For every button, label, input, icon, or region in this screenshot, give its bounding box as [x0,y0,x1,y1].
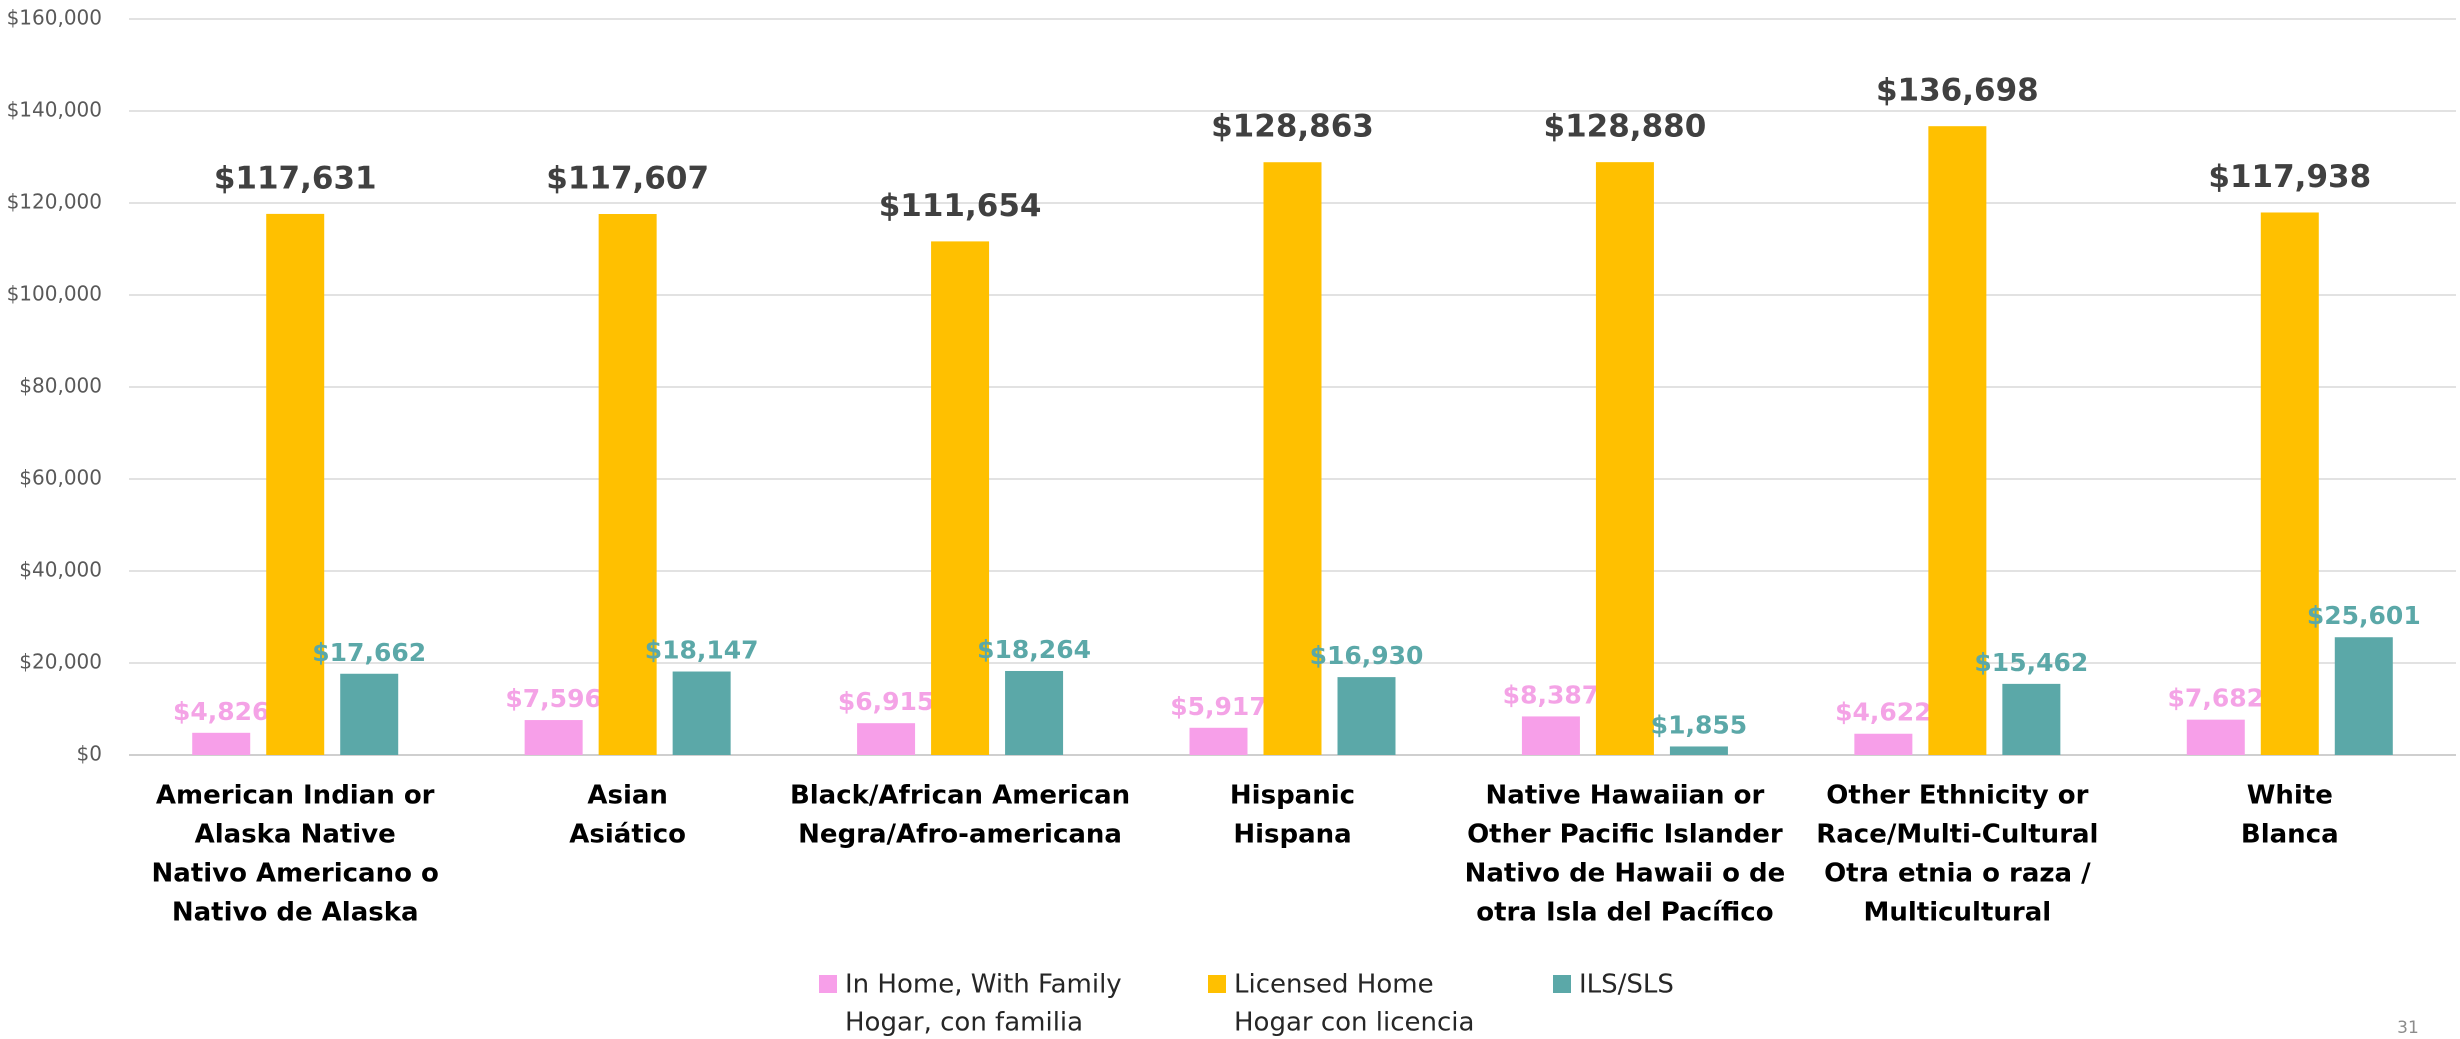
bar [931,241,990,755]
legend-label: Hogar, con familia [845,1008,1083,1038]
bar [672,671,731,755]
data-label: $4,622 [1835,698,1931,727]
x-tick-label: Black/African American [790,781,1130,811]
bar [1521,716,1580,755]
x-tick-label: Nativo Americano o [152,859,439,889]
y-tick-label: $100,000 [7,282,102,306]
y-tick-label: $40,000 [19,558,102,582]
data-label: $4,826 [173,697,269,726]
data-label: $6,915 [838,687,934,716]
data-label: $128,863 [1211,109,1374,145]
data-label: $17,662 [312,638,426,667]
x-tick-label: Blanca [2241,820,2339,850]
bar [1595,162,1654,756]
data-label: $5,917 [1170,692,1266,721]
legend-label: Hogar con licencia [1234,1008,1474,1038]
bar [1263,162,1322,755]
data-label: $128,880 [1544,109,1707,145]
data-label: $7,682 [2168,684,2264,713]
bar [857,723,916,755]
x-tick-label: Native Hawaiian or [1486,781,1765,811]
bar [192,732,251,755]
x-tick-label: Hispana [1233,820,1351,850]
legend-swatch [1553,975,1571,993]
bar [1928,126,1987,755]
bar [598,214,657,755]
y-tick-label: $80,000 [19,374,102,398]
bar [1005,670,1064,755]
legend-label: ILS/SLS [1579,970,1674,1000]
x-tick-label: Hispanic [1230,781,1355,811]
x-tick-label: Asian [587,781,668,811]
x-tick-label: Nativo de Alaska [172,898,419,928]
data-label: $111,654 [879,188,1042,224]
x-tick-label: Other Pacific Islander [1467,820,1783,850]
x-tick-label: Race/Multi-Cultural [1816,820,2098,850]
x-tick-label: White [2247,781,2333,811]
data-label: $117,631 [214,160,377,196]
legend-swatch [1208,975,1226,993]
x-tick-label: Asiático [569,820,686,850]
bar [1669,746,1728,755]
bar [2186,719,2245,755]
y-tick-label: $140,000 [7,98,102,122]
y-tick-label: $60,000 [19,466,102,490]
data-label: $25,601 [2307,601,2421,630]
y-tick-label: $160,000 [7,6,102,30]
data-label: $7,596 [505,684,601,713]
data-label: $16,930 [1310,641,1424,670]
legend-label: In Home, With Family [845,970,1122,1000]
page-number: 31 [2397,1018,2419,1038]
bar [524,720,583,755]
x-tick-label: American Indian or [156,781,435,811]
data-label: $1,855 [1651,710,1747,739]
bar [2002,683,2061,755]
legend-swatch [819,975,837,993]
data-label: $117,607 [546,161,709,197]
x-tick-label: otra Isla del Pacífico [1476,898,1773,928]
data-label: $18,147 [645,636,759,665]
y-tick-label: $0 [77,742,102,766]
bar [340,673,399,755]
data-label: $8,387 [1503,680,1599,709]
y-tick-label: $120,000 [7,190,102,214]
legend-label: Licensed Home [1234,970,1434,1000]
data-label: $18,264 [977,635,1091,664]
bar [1854,733,1913,755]
data-label: $15,462 [1974,648,2088,677]
data-label: $136,698 [1876,73,2039,109]
bar [2334,637,2393,755]
x-tick-label: Nativo de Hawaii o de [1465,859,1786,889]
x-tick-label: Alaska Native [195,820,396,850]
x-tick-label: Other Ethnicity or [1826,781,2088,811]
x-tick-label: Negra/Afro-americana [798,820,1122,850]
x-tick-label: Otra etnia o raza / [1824,859,2091,889]
bar [2260,212,2319,755]
x-tick-label: Multicultural [1864,898,2052,928]
data-label: $117,938 [2208,159,2371,195]
bar [266,213,325,755]
y-tick-label: $20,000 [19,650,102,674]
bar [1189,727,1248,755]
bar [1337,677,1396,755]
